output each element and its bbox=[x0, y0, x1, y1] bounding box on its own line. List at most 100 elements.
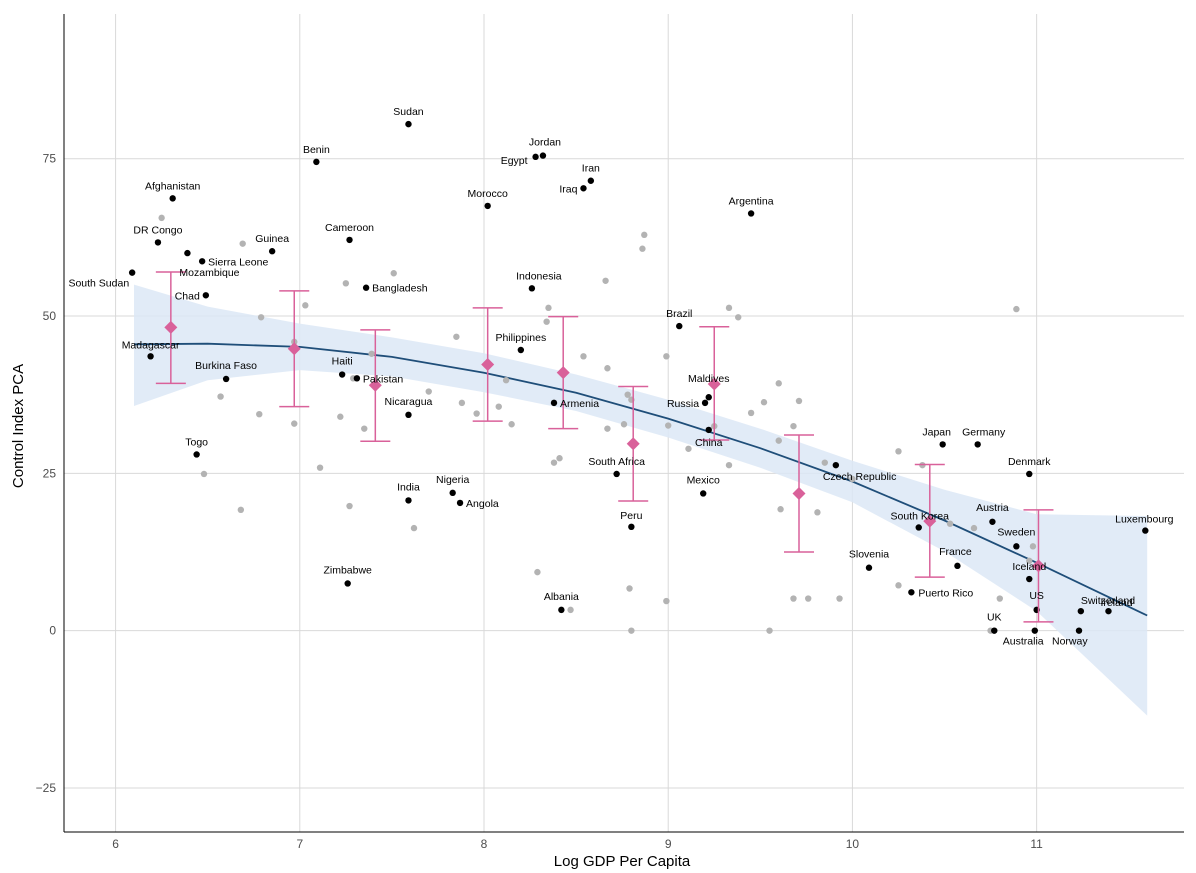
unlabeled-point bbox=[200, 470, 208, 478]
bin-mean-marker bbox=[481, 357, 495, 371]
point-label: South Sudan bbox=[68, 278, 129, 290]
point-label: India bbox=[397, 481, 420, 493]
unlabeled-point bbox=[663, 353, 670, 360]
point-label: France bbox=[939, 546, 972, 558]
unlabeled-point bbox=[747, 409, 755, 417]
y-tick-label: 25 bbox=[43, 466, 57, 480]
labeled-point bbox=[701, 399, 709, 407]
point-label: Togo bbox=[185, 436, 208, 448]
point-label: US bbox=[1029, 590, 1044, 602]
labeled-point bbox=[628, 523, 635, 531]
unlabeled-point bbox=[473, 410, 480, 417]
unlabeled-point bbox=[545, 304, 552, 312]
x-tick-label: 9 bbox=[665, 837, 672, 851]
point-label: Angola bbox=[466, 498, 499, 510]
labeled-point bbox=[865, 564, 873, 571]
point-label: Russia bbox=[667, 398, 699, 410]
unlabeled-point bbox=[342, 280, 350, 287]
labeled-point bbox=[517, 346, 525, 354]
labeled-point bbox=[700, 490, 707, 497]
labeled-point bbox=[954, 562, 961, 570]
labeled-point bbox=[344, 580, 351, 587]
x-tick-label: 8 bbox=[481, 837, 488, 851]
unlabeled-point bbox=[775, 437, 782, 444]
point-label: Puerto Rico bbox=[918, 587, 973, 599]
unlabeled-point bbox=[567, 606, 574, 614]
unlabeled-point bbox=[453, 333, 460, 340]
point-label: Austria bbox=[976, 502, 1009, 514]
point-label: Nicaragua bbox=[385, 396, 433, 408]
fit-curve-layer bbox=[133, 342, 1148, 617]
unlabeled-point bbox=[361, 425, 368, 432]
labeled-point bbox=[705, 394, 712, 401]
labeled-point bbox=[313, 158, 320, 166]
unlabeled-point bbox=[685, 445, 692, 452]
labeled-point bbox=[338, 371, 346, 378]
unlabeled-point bbox=[257, 314, 265, 321]
labeled-point bbox=[532, 153, 539, 161]
point-label: Australia bbox=[1003, 636, 1044, 648]
unlabeled-point bbox=[790, 595, 797, 602]
labeled-point bbox=[1075, 627, 1083, 634]
unlabeled-point bbox=[604, 365, 611, 372]
labeled-point bbox=[550, 399, 558, 407]
point-label: Germany bbox=[962, 426, 1006, 438]
point-label: Egypt bbox=[501, 155, 528, 167]
unlabeled-point bbox=[495, 403, 502, 410]
point-label: Cameroon bbox=[325, 222, 374, 234]
labeled-point bbox=[1031, 627, 1038, 634]
point-label: Guinea bbox=[255, 233, 289, 245]
labeled-point bbox=[939, 441, 946, 448]
labeled-point bbox=[991, 627, 998, 634]
bin-mean-marker bbox=[164, 320, 178, 334]
bin-mean-marker bbox=[287, 342, 301, 356]
point-label: Argentina bbox=[729, 195, 774, 207]
unlabeled-point bbox=[256, 410, 263, 418]
unlabeled-point bbox=[602, 277, 609, 284]
unlabeled-point bbox=[777, 506, 784, 513]
point-label: Mexico bbox=[687, 474, 720, 486]
point-label: Pakistan bbox=[363, 373, 403, 385]
point-label: Sweden bbox=[997, 526, 1035, 538]
fit-curve bbox=[133, 342, 1148, 617]
labeled-point bbox=[268, 248, 276, 255]
point-label: DR Congo bbox=[133, 224, 182, 236]
bin-mean-marker bbox=[923, 514, 937, 528]
labeled-point bbox=[1013, 543, 1020, 550]
unlabeled-point bbox=[425, 388, 432, 395]
unlabeled-point bbox=[795, 397, 803, 405]
point-label: Luxembourg bbox=[1115, 514, 1174, 526]
unlabeled-point bbox=[725, 304, 733, 312]
axes bbox=[63, 14, 1184, 833]
point-label: Iraq bbox=[559, 183, 577, 195]
labeled-point bbox=[539, 152, 547, 159]
point-label: Switzerland bbox=[1081, 595, 1135, 607]
unlabeled-point bbox=[620, 421, 628, 428]
labeled-point bbox=[558, 606, 565, 614]
point-label: Peru bbox=[620, 510, 642, 522]
point-label: Afghanistan bbox=[145, 180, 201, 192]
labeled-point bbox=[1077, 607, 1085, 615]
tick-labels: 6 7 8 9 10 11 −25 0 25 50 75 bbox=[36, 152, 1044, 851]
unlabeled-point bbox=[639, 245, 646, 252]
x-tick-label: 6 bbox=[112, 837, 119, 851]
point-label: Indonesia bbox=[516, 270, 562, 282]
unlabeled-point bbox=[158, 214, 165, 222]
unlabeled-point bbox=[291, 420, 298, 427]
labeled-point bbox=[405, 120, 412, 128]
point-label: Sudan bbox=[393, 106, 424, 118]
unlabeled-point bbox=[624, 391, 631, 398]
labeled-point bbox=[184, 249, 191, 257]
point-label: Czech Republic bbox=[823, 471, 897, 483]
bin-mean-marker bbox=[707, 377, 721, 391]
labeled-point bbox=[405, 411, 412, 419]
point-label: Iceland bbox=[1012, 561, 1046, 573]
point-label: Albania bbox=[544, 591, 579, 603]
point-label: Brazil bbox=[666, 308, 692, 320]
unlabeled-point bbox=[895, 582, 902, 589]
unlabeled-point bbox=[390, 270, 397, 277]
unlabeled-point bbox=[550, 459, 558, 466]
point-label: Maldives bbox=[688, 373, 729, 385]
point-label: Morocco bbox=[468, 188, 508, 200]
